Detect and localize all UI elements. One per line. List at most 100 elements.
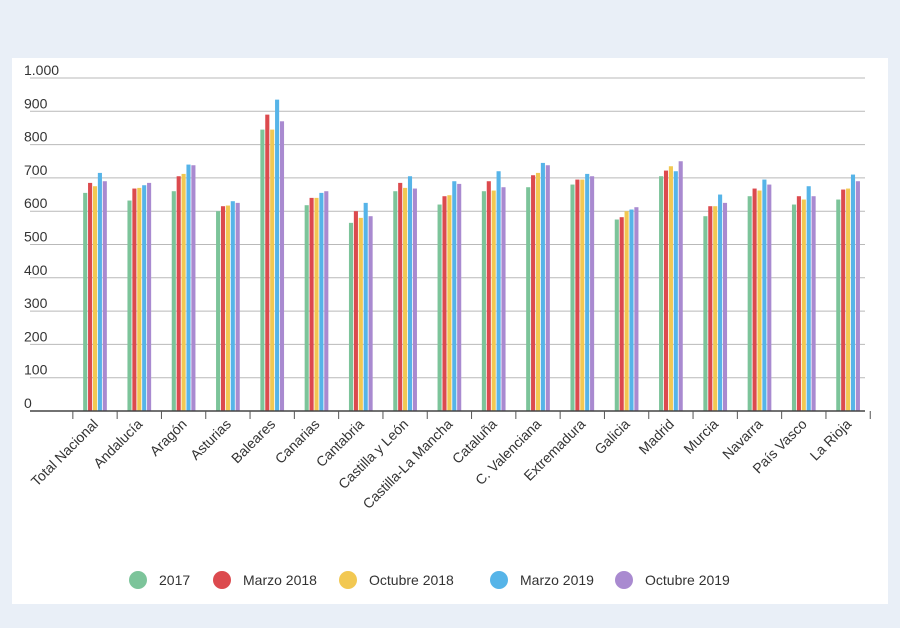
- bar: [614, 219, 619, 411]
- bar: [403, 187, 408, 411]
- bar: [137, 187, 142, 411]
- x-tick-label: Aragón: [146, 416, 189, 459]
- bar: [147, 182, 152, 411]
- x-tick-label: Asturias: [187, 416, 234, 463]
- bar: [398, 182, 403, 411]
- bar: [757, 190, 762, 411]
- legend-label: Octubre 2019: [645, 572, 730, 588]
- bar: [363, 202, 368, 411]
- bar: [353, 211, 358, 411]
- legend-marker: [213, 571, 231, 589]
- bar: [358, 217, 363, 411]
- bar: [132, 188, 137, 411]
- bar: [722, 202, 728, 411]
- bar: [279, 121, 285, 411]
- bar: [407, 176, 413, 411]
- bar: [836, 199, 841, 411]
- bar: [708, 206, 713, 411]
- bar-chart: 0 100 200 300 400 500 600 700 800 900 1.000 Total …: [24, 62, 871, 589]
- bar: [442, 196, 447, 411]
- bar: [491, 190, 496, 411]
- bar: [216, 211, 221, 411]
- bar: [846, 188, 851, 411]
- bar: [324, 191, 329, 411]
- bar: [83, 192, 88, 411]
- bar: [580, 179, 585, 411]
- bar: [540, 162, 545, 411]
- bar: [703, 216, 708, 411]
- bar: [447, 195, 452, 411]
- bars: [83, 99, 860, 411]
- bar: [801, 199, 806, 411]
- bar: [590, 176, 595, 411]
- bar: [570, 184, 575, 411]
- x-tick-label: Murcia: [680, 416, 721, 457]
- bar: [850, 174, 856, 411]
- bar: [668, 166, 673, 411]
- legend-label: Marzo 2019: [520, 572, 594, 588]
- bar: [501, 187, 506, 411]
- x-axis: [30, 410, 871, 419]
- bar: [102, 181, 107, 411]
- bar: [678, 161, 683, 411]
- legend-label: Octubre 2018: [369, 572, 454, 588]
- x-tick-label: Galicia: [591, 416, 633, 458]
- y-tick-label: 400: [24, 262, 48, 278]
- y-axis-ticks: 0 100 200 300 400 500 600 700 800 900 1.000: [24, 62, 59, 411]
- bar: [841, 189, 846, 411]
- bar: [225, 205, 230, 411]
- bar: [437, 204, 442, 411]
- bar: [811, 196, 816, 411]
- bar: [92, 186, 98, 411]
- bar: [220, 206, 226, 411]
- bar: [142, 185, 147, 411]
- bar: [535, 172, 541, 411]
- bar: [265, 114, 270, 411]
- bar: [806, 186, 811, 411]
- bar: [186, 164, 191, 411]
- bar: [260, 129, 265, 411]
- bar: [634, 207, 639, 411]
- y-tick-label: 100: [24, 362, 48, 378]
- y-tick-label: 300: [24, 295, 48, 311]
- x-tick-label: Madrid: [635, 416, 677, 458]
- legend: 2017 Marzo 2018 Octubre 2018 Marzo 2019 Octu…: [129, 571, 730, 589]
- bar: [752, 188, 757, 411]
- bar: [270, 129, 275, 411]
- bar: [486, 181, 491, 411]
- bar: [718, 194, 723, 411]
- bar: [230, 201, 235, 411]
- bar: [127, 200, 132, 411]
- bar: [496, 171, 501, 411]
- bar: [575, 179, 580, 411]
- bar: [368, 216, 373, 411]
- y-tick-label: 1.000: [24, 62, 59, 78]
- bar: [659, 176, 664, 411]
- bar: [762, 179, 767, 411]
- y-tick-label: 800: [24, 129, 48, 145]
- bar: [412, 188, 417, 411]
- bar: [319, 192, 324, 411]
- bar: [348, 222, 354, 411]
- bar: [309, 197, 314, 411]
- x-tick-label: La Rioja: [807, 416, 855, 464]
- bar: [585, 173, 590, 411]
- y-tick-label: 200: [24, 328, 48, 344]
- legend-label: 2017: [159, 572, 190, 588]
- bar: [619, 217, 624, 411]
- bar: [457, 183, 462, 411]
- bar: [97, 172, 102, 411]
- y-tick-label: 0: [24, 395, 32, 411]
- legend-marker: [339, 571, 357, 589]
- bar: [663, 170, 669, 411]
- bar: [791, 204, 797, 411]
- y-tick-label: 700: [24, 162, 48, 178]
- bar: [526, 187, 531, 411]
- bar: [235, 202, 240, 411]
- bar: [304, 205, 309, 411]
- bar: [191, 165, 196, 411]
- bar: [88, 182, 93, 411]
- bar: [393, 191, 398, 411]
- legend-label: Marzo 2018: [243, 572, 317, 588]
- legend-marker: [129, 571, 147, 589]
